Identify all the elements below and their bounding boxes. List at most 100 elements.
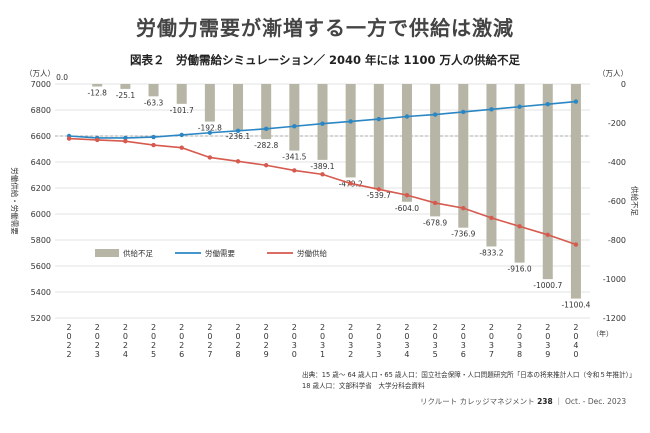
x-tick-label-digit: 2 [376, 323, 381, 332]
left-tick-label: 5200 [31, 314, 51, 323]
supply-point [207, 155, 213, 160]
x-tick-label-digit: 2 [151, 323, 156, 332]
left-tick-label: 6600 [31, 132, 51, 141]
demand-point [320, 121, 325, 126]
x-tick-label-digit: 2 [179, 341, 184, 350]
shortage-value-label: -1100.4 [561, 301, 590, 310]
x-tick-label-digit: 0 [517, 332, 522, 341]
demand-point [292, 124, 297, 129]
x-tick-label-digit: 0 [67, 332, 72, 341]
shortage-value-label: -25.1 [116, 91, 136, 100]
shortage-bar [430, 84, 441, 217]
x-tick-label-digit: 0 [95, 332, 100, 341]
publication-name: リクルート カレッジマネジメント [420, 397, 535, 406]
left-tick-label: 6200 [31, 184, 51, 193]
shortage-value-label: -916.0 [508, 265, 532, 274]
x-tick-label-digit: 0 [320, 332, 325, 341]
demand-point [179, 132, 184, 138]
x-tick-label-digit: 2 [320, 323, 325, 332]
shortage-bar [120, 84, 131, 89]
x-tick-label-digit: 0 [235, 332, 240, 341]
demand-point [573, 99, 579, 104]
x-tick-label-digit: 2 [292, 323, 297, 332]
shortage-bar [204, 84, 215, 122]
left-tick-label: 6800 [31, 106, 51, 115]
supply-point [404, 192, 410, 198]
x-tick-label-digit: 1 [320, 350, 325, 359]
supply-point [376, 187, 382, 192]
x-tick-label-digit: 2 [123, 341, 128, 350]
shortage-bar [373, 84, 384, 190]
supply-point [235, 159, 241, 164]
x-tick-label-digit: 2 [461, 323, 466, 332]
supply-point [545, 232, 550, 237]
x-tick-label-digit: 0 [573, 332, 578, 341]
x-tick-label-digit: 0 [348, 332, 353, 341]
x-tick-label-digit: 3 [433, 341, 438, 350]
left-tick-label: 5400 [31, 288, 51, 297]
x-tick-label-digit: 2 [573, 323, 578, 332]
shortage-value-label: -101.7 [170, 106, 194, 115]
x-tick-label-digit: 2 [235, 323, 240, 332]
x-tick-label-digit: 6 [179, 350, 184, 359]
shortage-value-label: -282.8 [254, 141, 278, 150]
x-tick-label-digit: 6 [461, 350, 466, 359]
supply-point [292, 168, 297, 173]
x-tick-label-digit: 8 [517, 350, 522, 359]
x-tick-label-digit: 0 [151, 332, 156, 341]
shortage-bar [233, 84, 244, 131]
x-tick-label-digit: 0 [292, 332, 297, 341]
chart-subtitle: 図表２ 労働需給シミュレーション／ 2040 年には 1100 万人の供給不足 [129, 53, 521, 67]
x-tick-label-digit: 2 [489, 323, 494, 332]
x-tick-label-digit: 2 [517, 323, 522, 332]
x-tick-label-digit: 3 [376, 341, 381, 350]
right-tick-label: -600 [608, 197, 626, 206]
x-tick-label-digit: 0 [461, 332, 466, 341]
left-tick-label: 6000 [31, 210, 51, 219]
x-tick-label-digit: 3 [376, 350, 381, 359]
supply-point [151, 142, 156, 148]
supply-point [348, 181, 353, 186]
shortage-value-label: -604.0 [395, 204, 419, 213]
supply-point [432, 200, 438, 206]
left-tick-label: 7000 [31, 80, 51, 89]
x-tick-label-digit: 0 [433, 332, 438, 341]
x-tick-label-digit: 4 [404, 350, 409, 359]
x-tick-label-digit: 2 [95, 323, 100, 332]
legend-label-shortage: 供給不足 [123, 248, 153, 258]
supply-point [573, 242, 579, 247]
demand-point [348, 119, 353, 124]
x-tick-label-digit: 9 [545, 350, 550, 359]
shortage-value-label: -192.8 [198, 124, 222, 133]
right-tick-label: -200 [608, 119, 626, 128]
shortage-value-label: -236.1 [226, 132, 250, 141]
page-number: 238 [537, 397, 553, 406]
shortage-value-label: -341.5 [282, 153, 306, 162]
x-tick-label-digit: 0 [573, 350, 578, 359]
x-tick-label-digit: 0 [489, 332, 494, 341]
x-tick-label-digit: 2 [264, 341, 269, 350]
demand-point [489, 107, 494, 112]
x-tick-label-digit: 0 [207, 332, 212, 341]
x-tick-label-digit: 7 [207, 350, 212, 359]
x-tick-label-digit: 3 [292, 341, 297, 350]
left-tick-label: 6400 [31, 158, 51, 167]
x-tick-label-digit: 2 [545, 323, 550, 332]
supply-point [461, 205, 466, 211]
demand-point [235, 128, 241, 133]
shortage-bar [401, 84, 412, 202]
x-tick-label-digit: 2 [433, 323, 438, 332]
source-line-1: 出典：15 歳～ 64 歳人口・65 歳人口：国立社会保障・人口問題研究所「日本… [302, 371, 636, 379]
x-tick-label-digit: 2 [348, 350, 353, 359]
shortage-value-label: -12.8 [88, 88, 108, 97]
source-line-2: 18 歳人口：文部科学省 大学分科会資料 [302, 382, 425, 390]
demand-point [207, 130, 213, 135]
demand-point [461, 109, 466, 115]
left-tick-label: 5800 [31, 236, 51, 245]
x-tick-label-digit: 3 [545, 341, 550, 350]
x-tick-label-digit: 3 [517, 341, 522, 350]
legend-label-demand: 労働需要 [205, 248, 235, 258]
shortage-value-label: -389.1 [310, 162, 334, 171]
demand-point [432, 112, 438, 117]
